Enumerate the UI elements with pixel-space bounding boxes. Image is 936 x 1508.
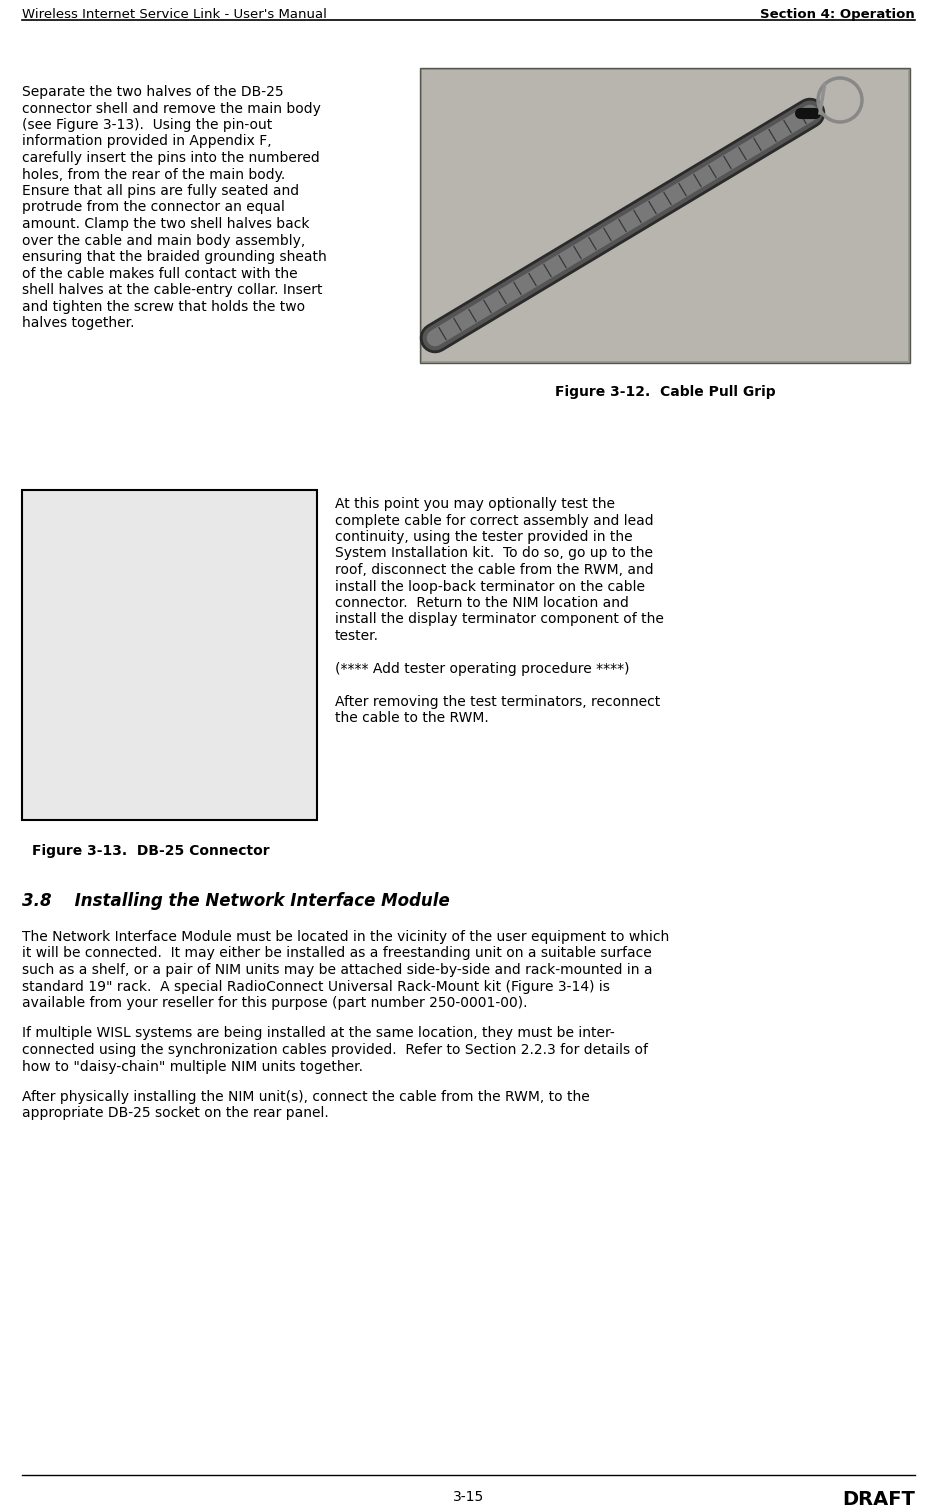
Text: Section 4: Operation: Section 4: Operation — [759, 8, 914, 21]
Text: ensuring that the braided grounding sheath: ensuring that the braided grounding shea… — [22, 250, 327, 264]
Text: information provided in Appendix F,: information provided in Appendix F, — [22, 134, 271, 148]
Text: and tighten the screw that holds the two: and tighten the screw that holds the two — [22, 300, 305, 314]
Text: install the display terminator component of the: install the display terminator component… — [335, 612, 664, 626]
Text: over the cable and main body assembly,: over the cable and main body assembly, — [22, 234, 305, 247]
Text: of the cable makes full contact with the: of the cable makes full contact with the — [22, 267, 298, 280]
Text: protrude from the connector an equal: protrude from the connector an equal — [22, 201, 285, 214]
Text: (**** Add tester operating procedure ****): (**** Add tester operating procedure ***… — [335, 662, 629, 676]
Text: standard 19" rack.  A special RadioConnect Universal Rack-Mount kit (Figure 3-14: standard 19" rack. A special RadioConnec… — [22, 980, 609, 994]
Text: If multiple WISL systems are being installed at the same location, they must be : If multiple WISL systems are being insta… — [22, 1027, 614, 1041]
Text: carefully insert the pins into the numbered: carefully insert the pins into the numbe… — [22, 151, 319, 164]
Text: connector shell and remove the main body: connector shell and remove the main body — [22, 101, 320, 116]
Text: amount. Clamp the two shell halves back: amount. Clamp the two shell halves back — [22, 217, 309, 231]
Text: After physically installing the NIM unit(s), connect the cable from the RWM, to : After physically installing the NIM unit… — [22, 1090, 589, 1104]
Text: DRAFT: DRAFT — [841, 1490, 914, 1508]
Text: Ensure that all pins are fully seated and: Ensure that all pins are fully seated an… — [22, 184, 299, 198]
Text: 3.8    Installing the Network Interface Module: 3.8 Installing the Network Interface Mod… — [22, 893, 449, 909]
Text: continuity, using the tester provided in the: continuity, using the tester provided in… — [335, 529, 632, 544]
Text: At this point you may optionally test the: At this point you may optionally test th… — [335, 498, 614, 511]
Text: complete cable for correct assembly and lead: complete cable for correct assembly and … — [335, 514, 653, 528]
Text: The Network Interface Module must be located in the vicinity of the user equipme: The Network Interface Module must be loc… — [22, 930, 668, 944]
Text: Separate the two halves of the DB-25: Separate the two halves of the DB-25 — [22, 84, 284, 100]
Text: it will be connected.  It may either be installed as a freestanding unit on a su: it will be connected. It may either be i… — [22, 947, 651, 961]
Text: halves together.: halves together. — [22, 317, 135, 330]
Text: install the loop-back terminator on the cable: install the loop-back terminator on the … — [335, 579, 644, 594]
Text: connected using the synchronization cables provided.  Refer to Section 2.2.3 for: connected using the synchronization cabl… — [22, 1044, 648, 1057]
Bar — [421, 69, 907, 360]
Text: connector.  Return to the NIM location and: connector. Return to the NIM location an… — [335, 596, 628, 611]
Text: the cable to the RWM.: the cable to the RWM. — [335, 712, 489, 725]
Text: tester.: tester. — [335, 629, 378, 642]
Text: shell halves at the cable-entry collar. Insert: shell halves at the cable-entry collar. … — [22, 284, 322, 297]
Text: Wireless Internet Service Link - User's Manual: Wireless Internet Service Link - User's … — [22, 8, 327, 21]
Text: 3-15: 3-15 — [452, 1490, 484, 1503]
Text: (see Figure 3-13).  Using the pin-out: (see Figure 3-13). Using the pin-out — [22, 118, 272, 133]
Text: System Installation kit.  To do so, go up to the: System Installation kit. To do so, go up… — [335, 546, 652, 561]
Bar — [419, 68, 909, 363]
Text: appropriate DB-25 socket on the rear panel.: appropriate DB-25 socket on the rear pan… — [22, 1107, 329, 1120]
Text: such as a shelf, or a pair of NIM units may be attached side-by-side and rack-mo: such as a shelf, or a pair of NIM units … — [22, 964, 651, 977]
Text: roof, disconnect the cable from the RWM, and: roof, disconnect the cable from the RWM,… — [335, 562, 653, 578]
Text: available from your reseller for this purpose (part number 250-0001-00).: available from your reseller for this pu… — [22, 995, 527, 1010]
Text: After removing the test terminators, reconnect: After removing the test terminators, rec… — [335, 695, 660, 709]
Text: Figure 3-12.  Cable Pull Grip: Figure 3-12. Cable Pull Grip — [554, 385, 774, 400]
Bar — [22, 490, 316, 820]
Text: Figure 3-13.  DB-25 Connector: Figure 3-13. DB-25 Connector — [32, 844, 270, 858]
Text: holes, from the rear of the main body.: holes, from the rear of the main body. — [22, 167, 285, 181]
Text: how to "daisy-chain" multiple NIM units together.: how to "daisy-chain" multiple NIM units … — [22, 1060, 362, 1074]
